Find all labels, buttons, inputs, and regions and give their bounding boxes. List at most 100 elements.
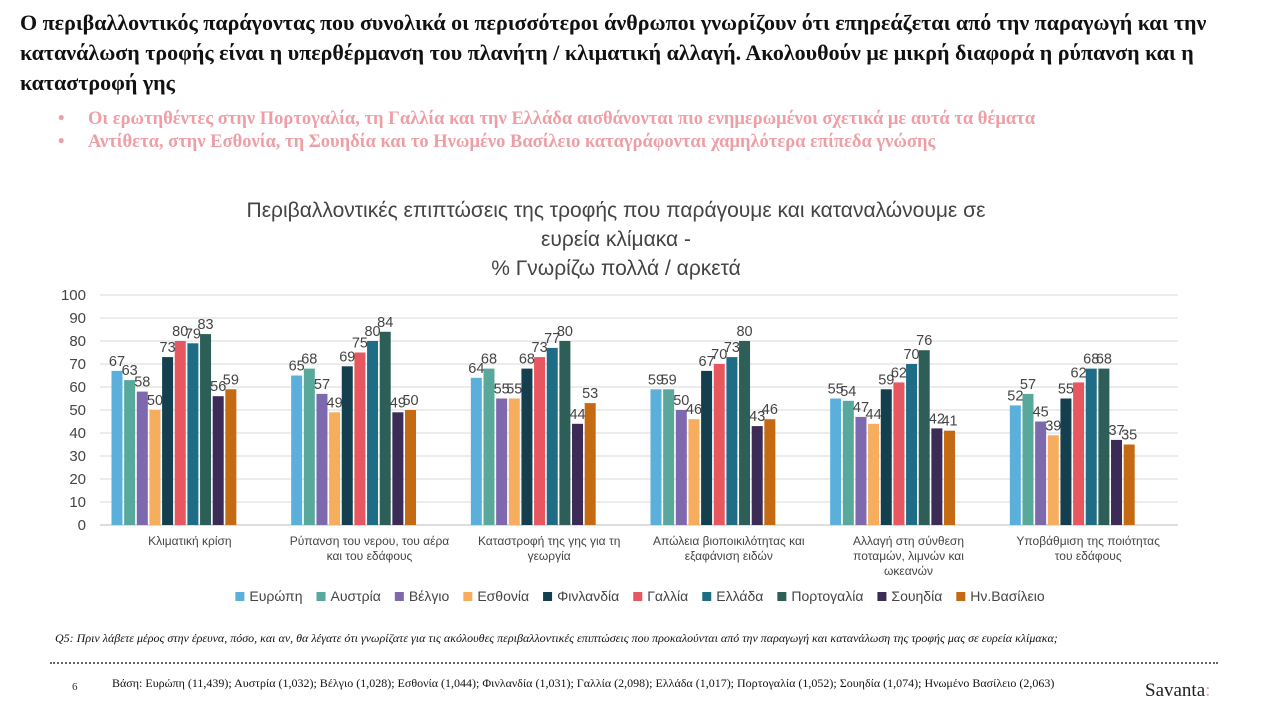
- data-label: 50: [402, 393, 418, 409]
- y-axis: 0 10 20 30 40 50 60 70 80 90 100: [61, 287, 86, 534]
- bar: [341, 366, 353, 525]
- data-label: 75: [352, 336, 368, 352]
- legend-label: Ην.Βασίλειο: [970, 588, 1045, 604]
- data-label: 49: [390, 395, 406, 411]
- data-label: 56: [210, 379, 226, 395]
- bar: [483, 368, 495, 525]
- data-label: 35: [1121, 428, 1137, 444]
- bar: [1123, 444, 1135, 525]
- data-label: 64: [468, 361, 484, 377]
- data-label: 63: [122, 363, 138, 379]
- bar: [701, 370, 713, 525]
- category-label: Καταστροφή της γης για τη: [478, 534, 620, 548]
- data-label: 45: [1033, 405, 1049, 421]
- legend-swatch: [543, 592, 553, 601]
- bar: [496, 398, 508, 525]
- legend-swatch: [463, 592, 473, 601]
- bar: [842, 400, 854, 525]
- legend-swatch: [235, 592, 245, 601]
- bar: [392, 412, 404, 525]
- legend-label: Σουηδία: [891, 588, 942, 604]
- category-label: Κλιματική κρίση: [148, 534, 232, 548]
- legend-label: Πορτογαλία: [791, 588, 863, 604]
- legend-label: Εσθονία: [477, 588, 529, 604]
- data-label: 67: [699, 354, 715, 370]
- data-label: 73: [160, 340, 176, 356]
- data-label: 70: [903, 347, 919, 363]
- data-label: 77: [544, 331, 560, 347]
- data-label: 55: [494, 382, 510, 398]
- y-tick-label: 0: [78, 517, 86, 534]
- bar: [1035, 421, 1047, 525]
- data-label: 68: [1096, 352, 1112, 368]
- data-label: 69: [339, 349, 355, 365]
- base-note: Βάση: Ευρώπη (11,439); Αυστρία (1,032); …: [112, 676, 1055, 690]
- chart-title-line: % Γνωρίζω πολλά / αρκετά: [491, 257, 741, 280]
- bar: [559, 341, 571, 525]
- legend: Ευρώπη Αυστρία Βέλγιο Εσθονία Φινλανδία Γαλλί…: [235, 588, 1045, 604]
- bar: [111, 370, 123, 525]
- bar: [675, 410, 687, 525]
- bar: [508, 398, 520, 525]
- bar: [1111, 439, 1123, 525]
- legend-item: Εσθονία: [463, 588, 529, 604]
- data-label: 44: [569, 407, 585, 423]
- bar: [225, 389, 237, 525]
- legend-swatch: [777, 592, 787, 601]
- data-label: 50: [147, 393, 163, 409]
- data-label: 59: [648, 372, 664, 388]
- legend-label: Αυστρία: [331, 588, 381, 604]
- data-label: 67: [109, 354, 125, 370]
- chart-title-line: ευρεία κλίμακα -: [541, 228, 691, 251]
- data-label: 73: [724, 340, 740, 356]
- y-tick-label: 90: [69, 310, 86, 327]
- logo-text: Savanta: [1145, 680, 1206, 701]
- data-label: 41: [941, 414, 957, 430]
- bar: [726, 357, 738, 525]
- bar: [868, 423, 880, 525]
- bar: [663, 389, 675, 525]
- data-label: 80: [172, 324, 188, 340]
- bar: [855, 416, 867, 525]
- bar: [1098, 368, 1110, 525]
- bar: [187, 343, 199, 525]
- legend-swatch: [633, 592, 643, 601]
- finding-bullet: Οι ερωτηθέντες στην Πορτογαλία, τη Γαλλί…: [58, 108, 1200, 131]
- data-label: 44: [866, 407, 882, 423]
- bar: [149, 410, 161, 525]
- bar: [136, 391, 148, 525]
- bar: [713, 364, 725, 525]
- legend-label: Γαλλία: [647, 588, 688, 604]
- bar: [1009, 405, 1021, 525]
- legend-swatch: [316, 592, 326, 601]
- category-label: Απώλεια βιοποικιλότητας και: [653, 534, 805, 548]
- data-label: 42: [929, 411, 945, 427]
- legend-item: Αυστρία: [316, 588, 381, 604]
- bar: [1022, 393, 1034, 525]
- bar: [546, 347, 558, 525]
- page-number: 6: [72, 681, 78, 693]
- y-tick-label: 70: [69, 356, 86, 373]
- bar: [379, 331, 391, 525]
- logo-mark: :: [1205, 680, 1211, 701]
- data-label: 68: [519, 352, 535, 368]
- bar: [1073, 382, 1085, 525]
- bar: [291, 375, 303, 525]
- category-label: και του εδάφους: [327, 549, 413, 563]
- data-label: 59: [878, 372, 894, 388]
- bar: [893, 382, 905, 525]
- data-label: 76: [916, 333, 932, 349]
- legend-label: Ελλάδα: [716, 588, 763, 604]
- bar: [650, 389, 662, 525]
- bar: [944, 430, 956, 525]
- bar: [751, 426, 763, 525]
- y-tick-label: 50: [69, 402, 86, 419]
- data-label: 59: [223, 372, 239, 388]
- y-tick-label: 100: [61, 287, 86, 304]
- bar: [906, 364, 918, 525]
- bar: [200, 334, 212, 525]
- key-findings-list: Οι ερωτηθέντες στην Πορτογαλία, τη Γαλλί…: [58, 108, 1200, 154]
- y-tick-label: 20: [69, 471, 86, 488]
- data-label: 57: [314, 377, 330, 393]
- bar: [1047, 435, 1059, 525]
